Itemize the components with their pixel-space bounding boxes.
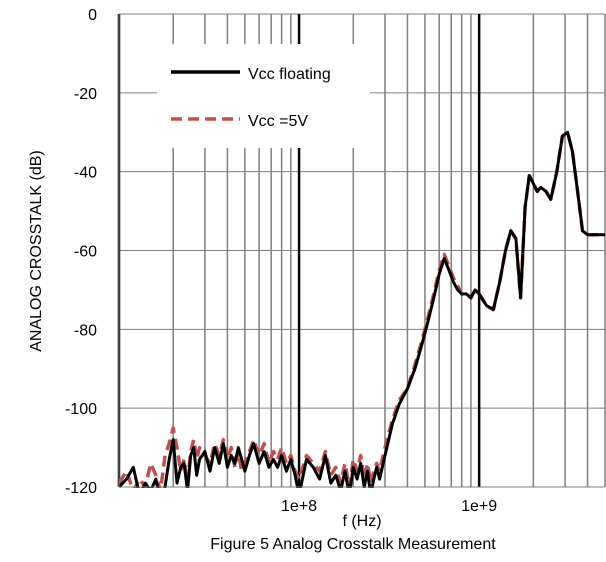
legend: Vcc floating Vcc =5V: [157, 44, 370, 148]
x-tick-label: 1e+8: [281, 498, 317, 515]
y-tick-label: -120: [65, 480, 97, 497]
legend-label-vcc-5v: Vcc =5V: [248, 113, 308, 130]
x-axis-title: f (Hz): [342, 513, 381, 530]
figure-caption: Figure 5 Analog Crosstalk Measurement: [210, 536, 496, 553]
y-tick-label: -60: [74, 244, 97, 261]
y-tick-label: -20: [74, 86, 97, 103]
y-tick-label: 0: [88, 7, 97, 24]
axes: 0 -20 -40 -60 -80 -100 -120 1e+8 1e+9: [65, 7, 605, 515]
y-tick-label: -40: [74, 165, 97, 182]
series-line-0: [119, 130, 605, 488]
x-tick-label: 1e+9: [461, 498, 497, 515]
y-axis-title: ANALOG CROSSTALK (dB): [28, 150, 45, 352]
legend-label-vcc-floating: Vcc floating: [248, 66, 331, 83]
series-layer: [119, 130, 605, 488]
y-tick-label: -80: [74, 322, 97, 339]
y-tick-label: -100: [65, 401, 97, 418]
legend-box: [157, 44, 370, 148]
